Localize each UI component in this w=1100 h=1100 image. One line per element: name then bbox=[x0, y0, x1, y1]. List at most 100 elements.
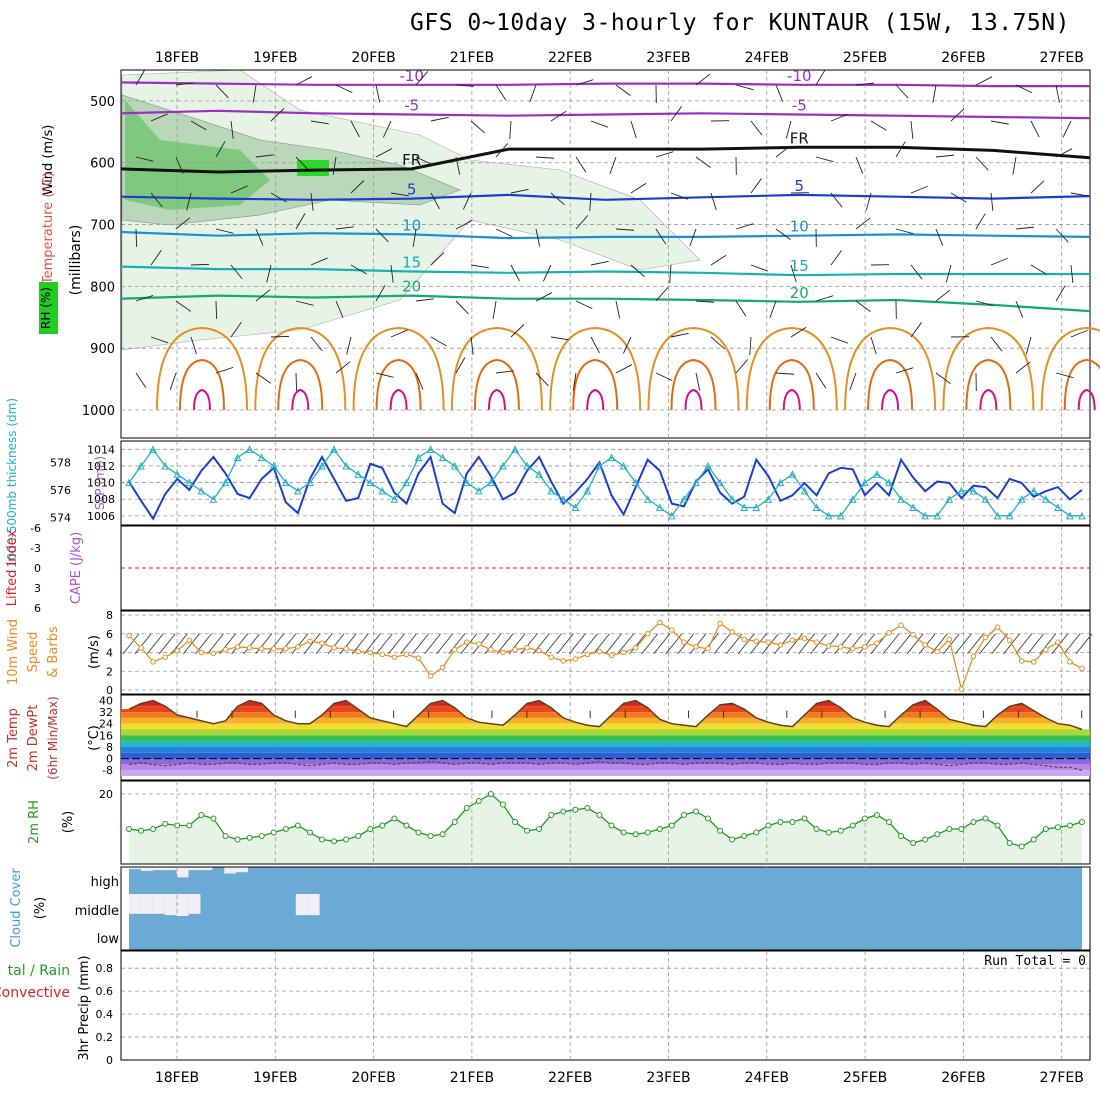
wind-speed-marker bbox=[500, 649, 506, 656]
rh-marker bbox=[234, 836, 241, 843]
rh-tick-label: 20 bbox=[99, 788, 113, 801]
surface-wind-barb bbox=[243, 633, 260, 655]
surface-wind-barb bbox=[906, 633, 924, 655]
wind-speed-marker bbox=[548, 654, 555, 660]
warm-contour bbox=[844, 326, 937, 411]
rh-marker bbox=[150, 826, 157, 832]
wind-barb bbox=[455, 357, 466, 374]
bottom-date-label: 23FEB bbox=[646, 1070, 690, 1086]
wind-barb bbox=[495, 370, 514, 374]
isotherm-label: -5 bbox=[404, 97, 419, 115]
top-date-label: 18FEB bbox=[155, 50, 199, 66]
wind-barb bbox=[215, 228, 234, 234]
surface-wind-barb bbox=[146, 633, 164, 655]
top-date-label: 21FEB bbox=[450, 50, 494, 66]
wind-speed-marker bbox=[898, 622, 904, 629]
rh-marker bbox=[620, 829, 627, 836]
wind-barb bbox=[495, 84, 507, 101]
rh-marker bbox=[861, 815, 868, 822]
wind-barb bbox=[1025, 336, 1032, 355]
slp-marker bbox=[885, 478, 893, 487]
wind-speed-marker bbox=[729, 629, 735, 635]
surface-wind-barb bbox=[1027, 633, 1045, 655]
isotherm-label: 10 bbox=[790, 218, 809, 236]
middle-cloud-gap bbox=[129, 894, 141, 914]
warm-contour-inner bbox=[572, 358, 619, 411]
rh-marker bbox=[367, 826, 374, 832]
rh-marker bbox=[270, 829, 277, 836]
precip-legend-total: tal / Rain bbox=[8, 963, 70, 979]
wind-speed-marker bbox=[343, 645, 349, 652]
rh-marker bbox=[777, 819, 784, 825]
lifted-index-tick-label: -3 bbox=[30, 542, 41, 555]
rh-marker bbox=[138, 827, 145, 834]
slp-marker bbox=[993, 511, 1002, 520]
rh-marker bbox=[246, 834, 253, 841]
wind-speed-marker bbox=[632, 645, 639, 651]
surface-wind-barb bbox=[484, 633, 502, 655]
slp-marker bbox=[933, 511, 942, 520]
surface-wind-barb bbox=[737, 633, 755, 655]
rh-marker bbox=[898, 833, 905, 839]
surface-wind-barb bbox=[182, 633, 200, 655]
top-date-label: 24FEB bbox=[745, 50, 789, 66]
rh-marker bbox=[741, 833, 748, 839]
run-total-label: Run Total = 0 bbox=[984, 954, 1086, 969]
slp-marker bbox=[342, 461, 350, 470]
wind-barb bbox=[295, 300, 314, 306]
wind-speed-marker bbox=[488, 646, 494, 653]
rh-marker bbox=[1042, 826, 1049, 832]
temperature-line bbox=[128, 699, 1083, 731]
wind-barb bbox=[542, 264, 552, 282]
wind-barb bbox=[509, 120, 512, 139]
isotherm-label: FR bbox=[790, 129, 809, 147]
rh-marker bbox=[548, 812, 555, 818]
wind-barb bbox=[790, 264, 797, 283]
rh-marker bbox=[427, 833, 434, 839]
surface-wind-barb bbox=[798, 633, 815, 655]
rh-marker bbox=[922, 836, 929, 843]
wind-speed-marker bbox=[656, 619, 663, 626]
bottom-date-label: 22FEB bbox=[548, 1070, 592, 1086]
wind-axis-label-3: & Barbs bbox=[46, 626, 61, 678]
surface-wind-barb bbox=[255, 633, 273, 655]
wind-barb bbox=[710, 254, 727, 266]
wind-barb bbox=[335, 361, 351, 374]
temperature-band bbox=[121, 758, 1090, 765]
surface-wind-barb bbox=[448, 633, 466, 655]
rh-marker bbox=[222, 833, 229, 839]
wind-barb bbox=[572, 372, 577, 391]
rh-marker bbox=[608, 822, 615, 829]
wind-barb bbox=[975, 300, 994, 307]
isotherm-label: -10 bbox=[787, 67, 812, 85]
slp-marker bbox=[716, 478, 724, 487]
middle-cloud-gap bbox=[295, 894, 308, 916]
slp-marker bbox=[282, 478, 290, 487]
thickness-line bbox=[128, 454, 1083, 521]
middle-cloud-gap bbox=[140, 894, 153, 914]
wind-barb bbox=[1062, 120, 1072, 138]
cloud-axis-unit: (%) bbox=[33, 897, 48, 920]
wind-barb bbox=[935, 154, 954, 158]
wind-barb bbox=[830, 250, 842, 266]
surface-wind-barb bbox=[834, 633, 852, 655]
wind-barb bbox=[870, 120, 887, 131]
isotherm-label: -10 bbox=[399, 67, 424, 85]
wind-barb bbox=[575, 79, 594, 86]
lifted-index-axis-label: Lifted Index bbox=[5, 529, 20, 606]
rh-marker bbox=[258, 833, 265, 839]
isotherm-line bbox=[120, 81, 1090, 88]
wind-barb bbox=[535, 156, 554, 159]
surface-wind-barb bbox=[520, 633, 538, 655]
wind-barb bbox=[492, 300, 497, 319]
hot-contour bbox=[782, 388, 801, 411]
slp-marker bbox=[1042, 495, 1050, 503]
surface-wind-barb bbox=[629, 633, 647, 655]
wind-barb bbox=[689, 228, 697, 247]
upper-air-tick-label: 900 bbox=[90, 342, 115, 357]
slp-marker bbox=[511, 445, 519, 453]
rh-marker bbox=[524, 827, 531, 834]
surface-wind-barb bbox=[641, 633, 659, 655]
wind-barb bbox=[1070, 192, 1089, 197]
wind-barb bbox=[230, 321, 242, 338]
